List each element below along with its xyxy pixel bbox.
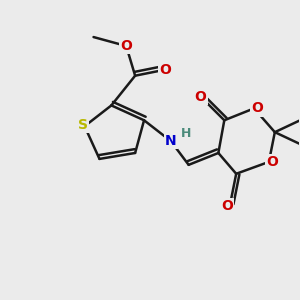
- Text: O: O: [266, 155, 278, 169]
- Text: O: O: [120, 39, 132, 53]
- Text: O: O: [221, 200, 233, 214]
- Text: O: O: [159, 63, 171, 77]
- Text: H: H: [181, 127, 191, 140]
- Text: O: O: [195, 89, 206, 103]
- Text: S: S: [78, 118, 88, 132]
- Text: O: O: [251, 101, 263, 116]
- Text: N: N: [165, 134, 177, 148]
